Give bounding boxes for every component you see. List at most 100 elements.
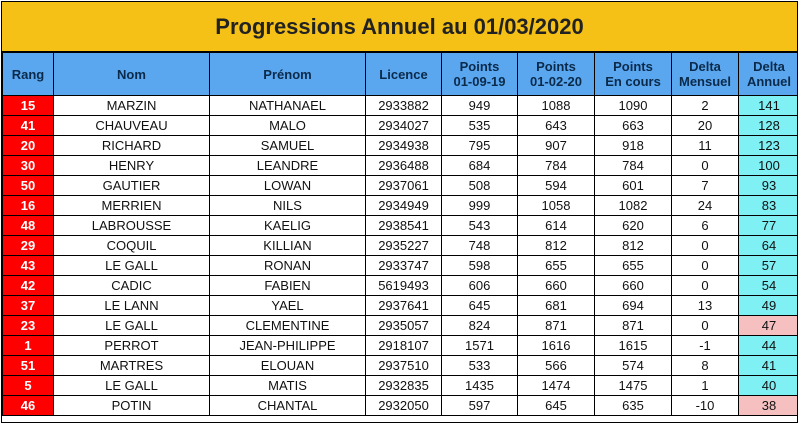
- cell-delta-annuel: 141: [738, 95, 797, 116]
- cell-points-0919: 645: [441, 295, 518, 316]
- cell-delta-annuel: 47: [738, 315, 797, 336]
- cell-points-0220: 812: [517, 235, 595, 256]
- cell-nom: MERRIEN: [53, 195, 210, 216]
- cell-points-0919: 1435: [441, 375, 518, 396]
- cell-points-en-cours: 660: [594, 275, 672, 296]
- header-prenom: Prénom: [209, 52, 366, 96]
- cell-nom: LE GALL: [53, 315, 210, 336]
- cell-nom: CADIC: [53, 275, 210, 296]
- cell-points-en-cours: 574: [594, 355, 672, 376]
- cell-points-0919: 606: [441, 275, 518, 296]
- cell-rang: 16: [2, 195, 54, 216]
- cell-nom: LE GALL: [53, 255, 210, 276]
- cell-delta-mensuel: 13: [671, 295, 739, 316]
- table-row: 50 GAUTIER LOWAN 2937061 508 594 601 7 93: [2, 175, 797, 196]
- cell-points-en-cours: 694: [594, 295, 672, 316]
- cell-nom: POTIN: [53, 395, 210, 416]
- header-points-en-cours: Points En cours: [594, 52, 672, 96]
- cell-delta-mensuel: 8: [671, 355, 739, 376]
- cell-nom: MARTRES: [53, 355, 210, 376]
- cell-delta-mensuel: 0: [671, 155, 739, 176]
- cell-delta-annuel: 41: [738, 355, 797, 376]
- cell-delta-annuel: 54: [738, 275, 797, 296]
- cell-points-en-cours: 620: [594, 215, 672, 236]
- table-body: 15 MARZIN NATHANAEL 2933882 949 1088 1090 2 141 4…: [2, 95, 797, 416]
- cell-prenom: NATHANAEL: [209, 95, 366, 116]
- cell-nom: HENRY: [53, 155, 210, 176]
- progression-table: Rang Nom Prénom Licence Points 01-09-19 …: [2, 52, 797, 416]
- cell-points-0220: 566: [517, 355, 595, 376]
- header-points-0220: Points 01-02-20: [517, 52, 595, 96]
- header-row: Rang Nom Prénom Licence Points 01-09-19 …: [2, 52, 797, 96]
- cell-nom: LE GALL: [53, 375, 210, 396]
- cell-points-en-cours: 871: [594, 315, 672, 336]
- cell-prenom: SAMUEL: [209, 135, 366, 156]
- cell-rang: 43: [2, 255, 54, 276]
- cell-points-en-cours: 601: [594, 175, 672, 196]
- header-delta-annuel: Delta Annuel: [738, 52, 797, 96]
- cell-prenom: CHANTAL: [209, 395, 366, 416]
- table-row: 1 PERROT JEAN-PHILIPPE 2918107 1571 1616 1615-…: [2, 335, 797, 356]
- cell-points-en-cours: 1475: [594, 375, 672, 396]
- table-row: 42 CADIC FABIEN 5619493 606 660 660 0 54: [2, 275, 797, 296]
- cell-licence: 2935227: [365, 235, 442, 256]
- cell-delta-annuel: 83: [738, 195, 797, 216]
- cell-points-0220: 643: [517, 115, 595, 136]
- cell-nom: COQUIL: [53, 235, 210, 256]
- cell-points-0919: 684: [441, 155, 518, 176]
- cell-points-0919: 999: [441, 195, 518, 216]
- cell-nom: LABROUSSE: [53, 215, 210, 236]
- cell-points-0220: 655: [517, 255, 595, 276]
- header-points-0919-line1: Points: [459, 59, 500, 74]
- cell-delta-mensuel: 24: [671, 195, 739, 216]
- cell-points-0919: 533: [441, 355, 518, 376]
- cell-rang: 37: [2, 295, 54, 316]
- header-delta-annuel-line2: Annuel: [746, 74, 792, 89]
- cell-prenom: MATIS: [209, 375, 366, 396]
- cell-licence: 2932835: [365, 375, 442, 396]
- cell-nom: CHAUVEAU: [53, 115, 210, 136]
- cell-points-0220: 594: [517, 175, 595, 196]
- cell-points-0919: 748: [441, 235, 518, 256]
- cell-licence: 2933747: [365, 255, 442, 276]
- sheet-title: Progressions Annuel au 01/03/2020: [2, 2, 797, 52]
- cell-rang: 20: [2, 135, 54, 156]
- cell-rang: 30: [2, 155, 54, 176]
- cell-prenom: JEAN-PHILIPPE: [209, 335, 366, 356]
- cell-points-0919: 795: [441, 135, 518, 156]
- cell-points-0220: 1474: [517, 375, 595, 396]
- header-licence: Licence: [365, 52, 442, 96]
- table-row: 43 LE GALL RONAN 2933747 598 655 655 0 57: [2, 255, 797, 276]
- cell-nom: PERROT: [53, 335, 210, 356]
- cell-licence: 2934938: [365, 135, 442, 156]
- cell-delta-annuel: 123: [738, 135, 797, 156]
- cell-licence: 2934949: [365, 195, 442, 216]
- cell-points-0220: 681: [517, 295, 595, 316]
- cell-licence: 2937061: [365, 175, 442, 196]
- cell-rang: 23: [2, 315, 54, 336]
- cell-prenom: NILS: [209, 195, 366, 216]
- cell-delta-annuel: 44: [738, 335, 797, 356]
- cell-delta-mensuel: -1: [671, 335, 739, 356]
- table-row: 5 LE GALL MATIS 2932835 1435 1474 1475 1 40: [2, 375, 797, 396]
- cell-delta-annuel: 64: [738, 235, 797, 256]
- cell-points-en-cours: 1615: [594, 335, 672, 356]
- table-row: 46 POTIN CHANTAL 2932050 597 645 635 -10 38: [2, 395, 797, 416]
- cell-prenom: CLEMENTINE: [209, 315, 366, 336]
- table-row: 30 HENRY LEANDRE 2936488 684 784 784 0 100: [2, 155, 797, 176]
- cell-licence: 2918107: [365, 335, 442, 356]
- cell-nom: RICHARD: [53, 135, 210, 156]
- cell-delta-mensuel: 6: [671, 215, 739, 236]
- cell-points-0220: 907: [517, 135, 595, 156]
- cell-licence: 2935057: [365, 315, 442, 336]
- cell-rang: 15: [2, 95, 54, 116]
- table-row: 23 LE GALL CLEMENTINE 2935057 824 871 871 0 47: [2, 315, 797, 336]
- cell-delta-mensuel: 1: [671, 375, 739, 396]
- cell-delta-annuel: 57: [738, 255, 797, 276]
- cell-points-0220: 645: [517, 395, 595, 416]
- cell-points-0220: 660: [517, 275, 595, 296]
- cell-points-en-cours: 812: [594, 235, 672, 256]
- table-row: 41 CHAUVEAU MALO 2934027 535 643 663 20 128: [2, 115, 797, 136]
- cell-delta-mensuel: 11: [671, 135, 739, 156]
- cell-prenom: LOWAN: [209, 175, 366, 196]
